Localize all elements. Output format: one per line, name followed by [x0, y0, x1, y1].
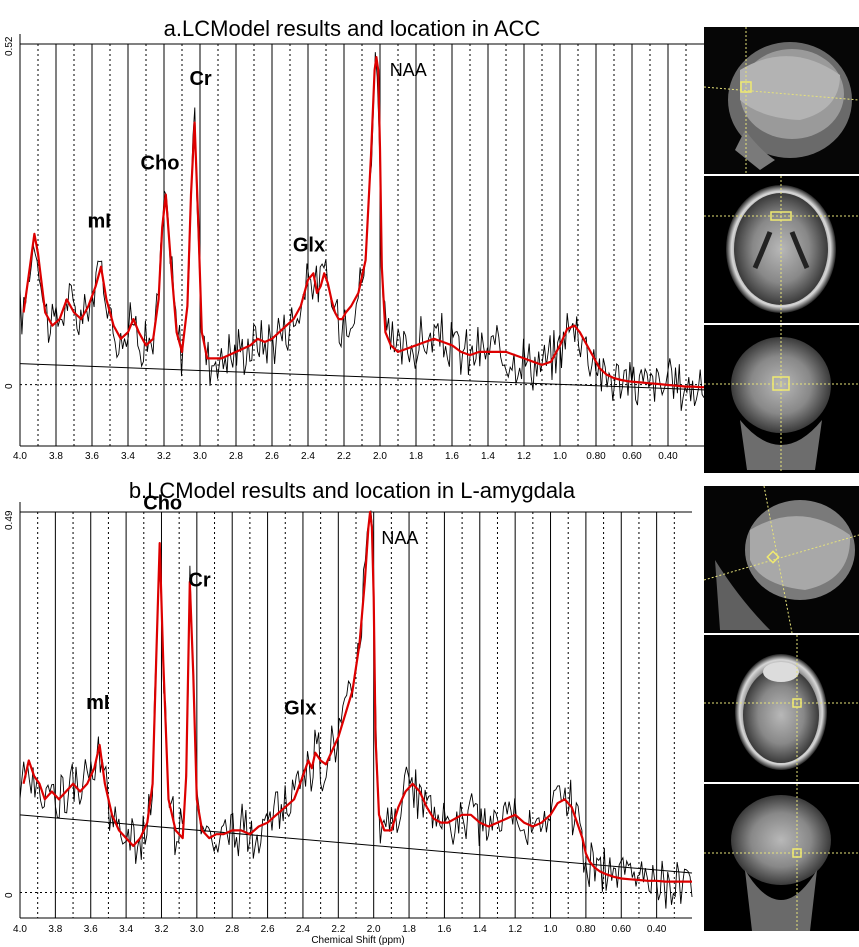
x-tick-label: 1.8	[402, 924, 416, 935]
peak-label-naa: NAA	[390, 60, 427, 80]
x-tick-label: 3.4	[121, 451, 135, 462]
panel-b-yzero-label: 0	[4, 892, 15, 898]
x-tick-label: 1.6	[437, 924, 451, 935]
panel-b-series	[19, 510, 693, 909]
peak-label-glx: Glx	[293, 234, 325, 256]
panel-a-title: a.LCModel results and location in ACC	[164, 16, 541, 41]
panel-a-axes: 4.0 3.8 3.6 3.4 3.2 3.0 2.8 2.6 2.4 2.2 2.0 1.8 1.6 1…	[13, 34, 704, 462]
peak-label-mi: mI	[88, 211, 111, 233]
peak-label-naa: NAA	[381, 528, 418, 548]
panel-b: b.LCModel results and location in L-amyg…	[4, 478, 693, 946]
x-tick-label: 3.6	[85, 451, 99, 462]
panel-b-ymax-label: 0.49	[4, 510, 15, 530]
x-tick-label: 1.8	[409, 451, 423, 462]
x-tick-label: 2.8	[229, 451, 243, 462]
x-tick-label: 4.0	[13, 924, 27, 935]
panel-b-title: b.LCModel results and location in L-amyg…	[129, 478, 576, 503]
panel-b-peak-labels: mI Cho Cr Glx NAA	[86, 492, 418, 719]
x-tick-label: 3.6	[84, 924, 98, 935]
x-tick-label: 2.6	[265, 451, 279, 462]
x-tick-label: 1.0	[553, 451, 567, 462]
x-tick-label: 2.4	[301, 451, 315, 462]
panel-a: a.LCModel results and location in ACC 4.…	[4, 16, 705, 462]
x-tick-label: 3.8	[48, 924, 62, 935]
x-tick-label: 0.60	[622, 451, 642, 462]
peak-label-cho: Cho	[141, 152, 180, 174]
amygdala-axial-mri	[704, 635, 859, 782]
x-tick-label: 3.8	[49, 451, 63, 462]
amygdala-sagittal-mri	[703, 485, 859, 634]
peak-label-cr: Cr	[188, 570, 210, 592]
acc-axial-mri	[704, 176, 859, 323]
peak-label-mi: mI	[86, 692, 109, 714]
x-tick-label: 2.4	[296, 924, 310, 935]
x-tick-label: 0.80	[586, 451, 606, 462]
x-tick-label: 1.4	[473, 924, 487, 935]
x-tick-label: 1.0	[544, 924, 558, 935]
peak-label-glx: Glx	[284, 698, 316, 720]
x-tick-label: 0.40	[647, 924, 667, 935]
baseline-line	[19, 814, 693, 874]
x-tick-label: 1.6	[445, 451, 459, 462]
mri-thumbnails	[703, 27, 859, 931]
x-tick-label: 1.2	[517, 451, 531, 462]
panel-a-peak-labels: mI Cho Cr Glx NAA	[88, 60, 427, 256]
x-tick-label: 2.6	[261, 924, 275, 935]
x-tick-label: 2.0	[367, 924, 381, 935]
panel-a-series	[19, 52, 705, 411]
x-tick-label: 3.2	[157, 451, 171, 462]
x-tick-label: 1.4	[481, 451, 495, 462]
amygdala-coronal-mri	[704, 784, 859, 931]
x-tick-label: 3.2	[155, 924, 169, 935]
x-tick-label: 0.60	[612, 924, 632, 935]
x-tick-label: 3.0	[193, 451, 207, 462]
x-tick-label: 3.4	[119, 924, 133, 935]
acc-coronal-mri	[704, 325, 859, 473]
x-tick-label: 4.0	[13, 451, 27, 462]
acc-sagittal-mri	[703, 27, 859, 174]
x-tick-label: 2.8	[225, 924, 239, 935]
x-tick-label: 2.2	[337, 451, 351, 462]
peak-label-cho: Cho	[143, 492, 182, 514]
panel-b-axes: 4.0 3.8 3.6 3.4 3.2 3.0 2.8 2.6 2.4 2.2 2.0 1.8 1.6 1…	[13, 502, 692, 935]
x-tick-label: 1.2	[508, 924, 522, 935]
x-tick-label: 3.0	[190, 924, 204, 935]
x-tick-label: 0.80	[576, 924, 596, 935]
x-tick-label: 0.40	[658, 451, 678, 462]
panel-b-grid	[19, 512, 675, 918]
lcmodel-fit-line	[22, 510, 692, 883]
baseline-line	[19, 363, 705, 391]
x-tick-label: 2.0	[373, 451, 387, 462]
x-tick-label: 2.2	[331, 924, 345, 935]
raw-spectrum-line	[19, 52, 705, 411]
panel-a-ymax-label: 0.52	[4, 36, 15, 56]
lcmodel-fit-line	[22, 56, 704, 389]
peak-label-cr: Cr	[189, 68, 211, 90]
panel-a-yzero-label: 0	[4, 383, 15, 389]
panel-b-x-axis-label: Chemical Shift (ppm)	[311, 935, 404, 946]
